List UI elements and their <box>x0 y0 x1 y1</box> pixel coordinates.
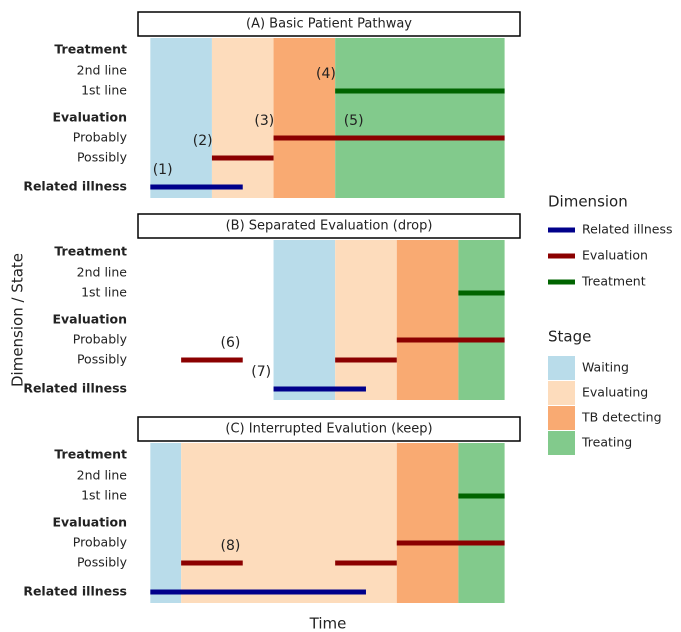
row-label: Evaluation <box>53 515 128 530</box>
row-label: Probably <box>73 535 128 550</box>
row-label: Treatment <box>54 447 127 462</box>
stage-band <box>458 240 505 400</box>
annotation: (3) <box>254 113 274 129</box>
stage-band <box>150 38 212 198</box>
panel-strip <box>137 11 521 37</box>
stage-band <box>211 38 274 198</box>
row-label: Related illness <box>23 179 127 194</box>
row-label: 2nd line <box>77 63 128 78</box>
panel-title: (B) Separated Evaluation (drop) <box>226 219 433 234</box>
row-label: Probably <box>73 332 128 347</box>
row-label: 2nd line <box>77 265 128 280</box>
stage-band <box>150 443 182 603</box>
y-axis-label: Dimension / State <box>9 253 27 387</box>
legend-label: Waiting <box>582 360 629 375</box>
row-label: 1st line <box>81 285 127 300</box>
row-label: Treatment <box>54 42 127 57</box>
annotation: (2) <box>193 133 213 149</box>
panel-title: (A) Basic Patient Pathway <box>246 17 412 32</box>
legend-label: Related illness <box>582 222 673 237</box>
row-label: Treatment <box>54 244 127 259</box>
row-label: Evaluation <box>53 110 128 125</box>
legend-label: Treatment <box>581 274 646 289</box>
legend-key <box>548 356 575 380</box>
row-label: Possibly <box>77 352 128 367</box>
row-label: 1st line <box>81 488 127 503</box>
stage-band <box>458 443 505 603</box>
annotation: (6) <box>220 335 240 351</box>
panel-strip <box>137 213 521 239</box>
row-label: Related illness <box>23 584 127 599</box>
legend-label: TB detecting <box>581 410 662 425</box>
panel-title: (C) Interrupted Evalution (keep) <box>225 422 432 437</box>
annotation: (5) <box>344 113 364 129</box>
legend-key <box>548 381 575 405</box>
annotation: (8) <box>220 538 240 554</box>
legend-title: Dimension <box>548 193 628 211</box>
row-label: Possibly <box>77 150 128 165</box>
stage-band <box>181 443 397 603</box>
row-label: 2nd line <box>77 468 128 483</box>
legend-title: Stage <box>548 328 591 346</box>
legend-key <box>548 431 575 455</box>
row-label: Possibly <box>77 555 128 570</box>
annotation: (1) <box>153 162 173 178</box>
row-label: Related illness <box>23 381 127 396</box>
stage-band <box>273 240 336 400</box>
x-axis-label: Time <box>309 615 347 632</box>
panel-strip <box>137 416 521 442</box>
stage-band <box>335 38 505 198</box>
stage-band <box>396 240 459 400</box>
annotation: (4) <box>316 66 336 82</box>
stage-band <box>273 38 336 198</box>
legend-label: Evaluating <box>582 385 648 400</box>
annotation: (7) <box>251 364 271 380</box>
row-label: Evaluation <box>53 312 128 327</box>
stage-band <box>335 240 397 400</box>
row-label: 1st line <box>81 83 127 98</box>
row-label: Probably <box>73 130 128 145</box>
legend-key <box>548 406 575 430</box>
legend-label: Evaluation <box>582 248 648 263</box>
legend-label: Treating <box>581 435 632 450</box>
stage-band <box>396 443 459 603</box>
